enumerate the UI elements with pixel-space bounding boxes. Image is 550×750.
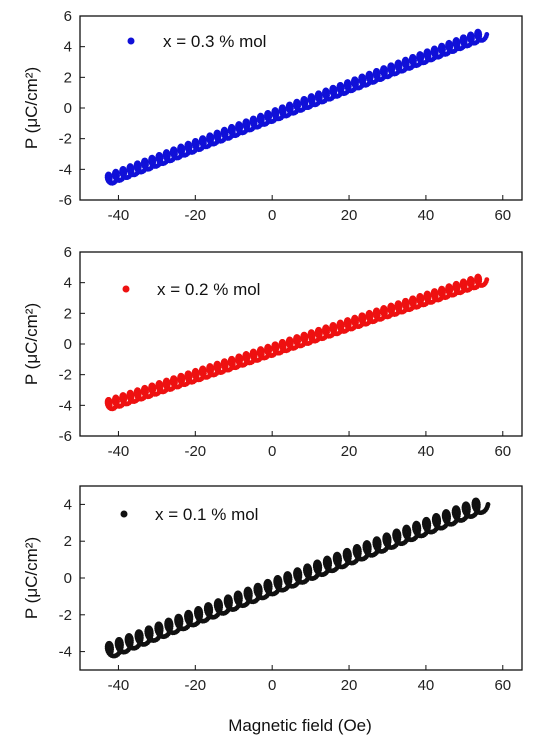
y-axis-ticks: -6 -4 -2 0 2 4 6: [59, 8, 85, 209]
y-tick-label: 0: [64, 336, 72, 353]
legend-marker: [127, 37, 135, 45]
y-tick-label: -4: [59, 644, 72, 661]
y-tick-label: 0: [64, 100, 72, 117]
data-series: [104, 28, 490, 186]
y-tick-label: -6: [59, 192, 72, 209]
y-tick-label: -2: [59, 367, 72, 384]
data-point: [485, 502, 491, 507]
legend-label: x = 0.2 % mol: [157, 280, 260, 299]
x-tick-label: -20: [184, 677, 206, 694]
x-tick-label: 60: [494, 443, 511, 460]
x-tick-label: 0: [268, 443, 276, 460]
y-tick-label: -4: [59, 161, 72, 178]
x-tick-label: -20: [184, 207, 206, 224]
x-tick-label: 20: [341, 677, 358, 694]
y-tick-label: 2: [64, 305, 72, 322]
y-tick-label: 4: [64, 39, 72, 56]
y-tick-label: 4: [64, 275, 72, 292]
data-series: [104, 497, 491, 659]
x-tick-label: 40: [418, 677, 435, 694]
y-axis-ticks: -4 -2 0 2 4: [59, 496, 85, 661]
data-point: [484, 32, 490, 37]
legend-marker: [120, 510, 128, 518]
legend-label: x = 0.1 % mol: [155, 505, 258, 524]
x-tick-label: 40: [418, 207, 435, 224]
x-tick-label: 60: [494, 207, 511, 224]
y-tick-label: -2: [59, 131, 72, 148]
x-tick-label: 60: [494, 677, 511, 694]
x-tick-label: -40: [108, 443, 130, 460]
x-tick-label: 20: [341, 443, 358, 460]
data-series: [104, 273, 490, 412]
x-axis-ticks: -40 -20 0 20 40 60: [108, 195, 511, 224]
x-tick-label: -40: [108, 207, 130, 224]
y-tick-label: 4: [64, 496, 72, 513]
y-tick-label: -6: [59, 428, 72, 445]
data-point: [484, 277, 490, 282]
y-axis-title: P (μC/cm²): [22, 537, 41, 619]
x-tick-label: -20: [184, 443, 206, 460]
x-axis-ticks: -40 -20 0 20 40 60: [108, 431, 511, 460]
x-tick-label: 0: [268, 677, 276, 694]
x-tick-label: 0: [268, 207, 276, 224]
y-tick-label: 6: [64, 8, 72, 25]
y-tick-label: 2: [64, 533, 72, 550]
y-axis-title: P (μC/cm²): [22, 303, 41, 385]
legend-marker: [122, 285, 130, 293]
y-tick-label: -4: [59, 397, 72, 414]
x-tick-label: 40: [418, 443, 435, 460]
y-tick-label: 2: [64, 69, 72, 86]
legend-label: x = 0.3 % mol: [163, 32, 266, 51]
y-axis-ticks: -6 -4 -2 0 2 4 6: [59, 244, 85, 445]
y-tick-label: 0: [64, 570, 72, 587]
x-tick-label: 20: [341, 207, 358, 224]
y-axis-title: P (μC/cm²): [22, 67, 41, 149]
x-tick-label: -40: [108, 677, 130, 694]
x-axis-title: Magnetic field (Oe): [228, 716, 372, 735]
y-tick-label: 6: [64, 244, 72, 261]
x-axis-ticks: -40 -20 0 20 40 60: [108, 665, 511, 694]
y-tick-label: -2: [59, 607, 72, 624]
